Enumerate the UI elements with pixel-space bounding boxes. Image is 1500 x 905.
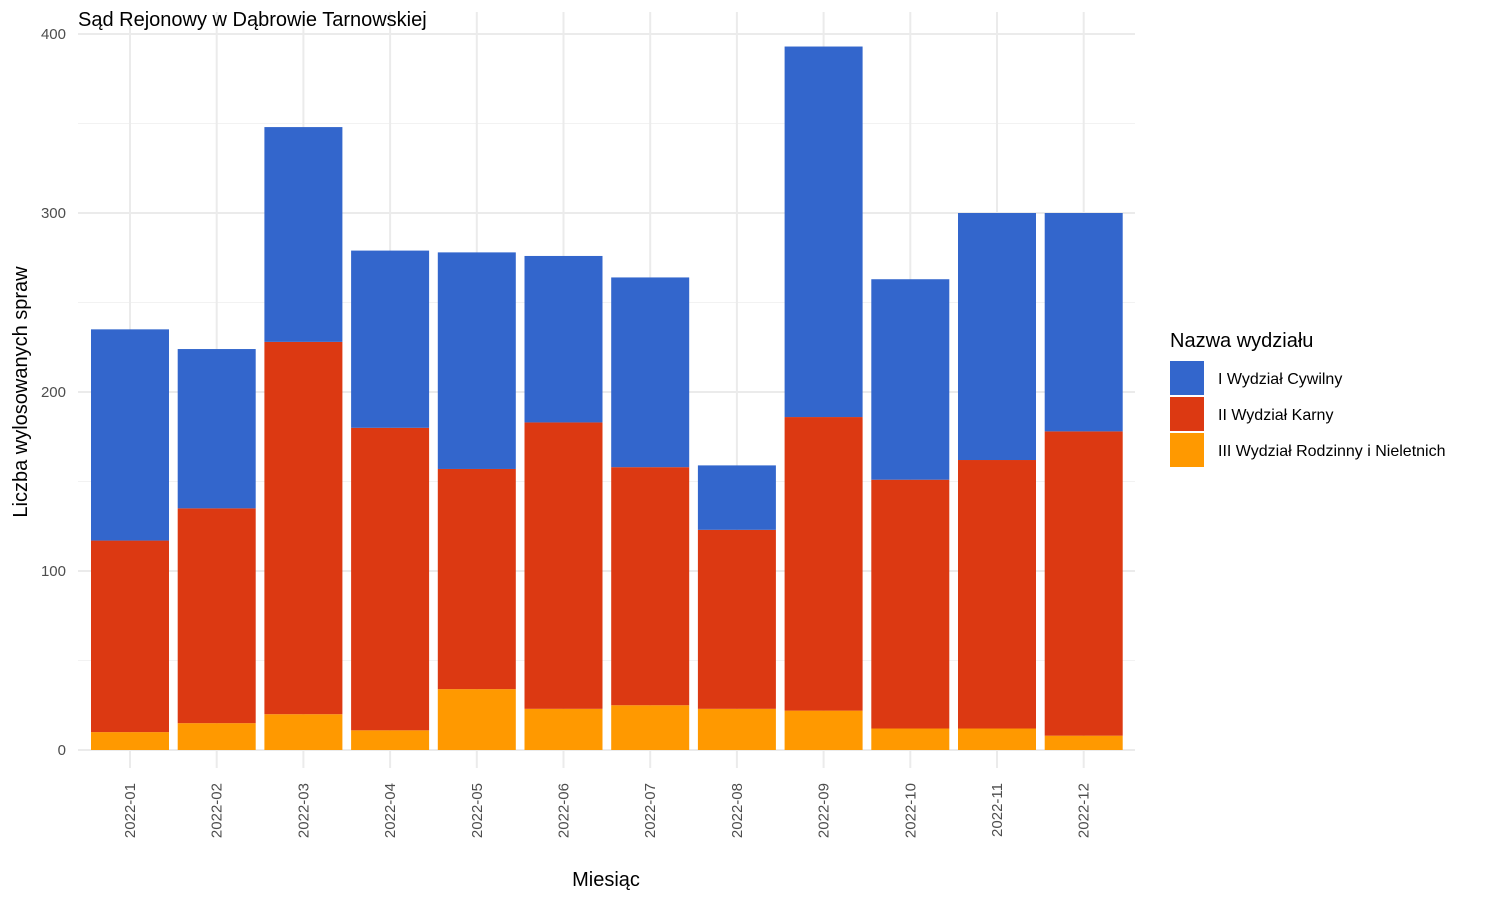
x-tick-label: 2022-12 (1076, 783, 1093, 838)
x-tick-label: 2022-11 (989, 783, 1006, 837)
legend: Nazwa wydziału I Wydział Cywilny II Wydzi… (1170, 330, 1446, 467)
bar-segment (524, 708, 603, 750)
bar-segment (91, 329, 169, 541)
bar-segment (437, 252, 516, 469)
bars (91, 46, 1123, 750)
legend-key (1170, 361, 1204, 395)
x-tick-label: 2022-06 (556, 783, 573, 838)
bar-segment (697, 465, 776, 530)
bar-segment (437, 689, 516, 750)
legend-key (1170, 433, 1204, 467)
legend-label: II Wydział Karny (1218, 407, 1333, 424)
bar-segment (611, 705, 690, 750)
bar-segment (784, 46, 863, 418)
bar-segment (177, 723, 256, 750)
bar-segment (611, 277, 690, 468)
y-tick-label: 0 (58, 742, 66, 759)
bar-segment (524, 255, 603, 423)
bar-segment (611, 467, 690, 706)
bar-segment (958, 213, 1036, 461)
bar-segment (1044, 213, 1123, 432)
y-axis-title: Liczba wylosowanych spraw (10, 266, 32, 518)
x-tick-label: 2022-07 (642, 783, 659, 838)
bar-segment (1044, 431, 1123, 736)
bar-segment (958, 728, 1036, 750)
bar-segment (784, 710, 863, 750)
bar-segment (524, 422, 603, 709)
x-tick-label: 2022-04 (382, 783, 399, 838)
x-tick-label: 2022-01 (122, 783, 139, 838)
x-axis-title: Miesiąc (572, 869, 640, 891)
bar-segment (264, 127, 343, 342)
bar-segment (91, 540, 169, 733)
y-tick-label: 300 (41, 205, 66, 222)
x-tick-label: 2022-09 (816, 783, 833, 838)
y-tick-label: 200 (41, 384, 66, 401)
legend-label: III Wydział Rodzinny i Nieletnich (1218, 443, 1446, 460)
bar-segment (351, 730, 430, 750)
x-tick-label: 2022-05 (469, 783, 486, 838)
bar-segment (958, 460, 1036, 729)
bar-segment (871, 728, 950, 750)
bar-segment (697, 529, 776, 709)
bar-segment (177, 349, 256, 509)
y-tick-label: 100 (41, 563, 66, 580)
bar-segment (177, 508, 256, 724)
bar-segment (437, 468, 516, 690)
y-tick-label: 400 (41, 26, 66, 43)
bar-segment (1044, 735, 1123, 750)
x-tick-label: 2022-03 (295, 783, 312, 838)
bar-segment (784, 417, 863, 711)
x-tick-label: 2022-02 (209, 783, 226, 838)
bar-segment (91, 732, 169, 750)
bar-segment (264, 714, 343, 750)
x-tick-label: 2022-10 (902, 783, 919, 838)
bar-segment (871, 479, 950, 729)
bar-segment (871, 279, 950, 480)
bar-segment (264, 341, 343, 715)
x-tick-label: 2022-08 (729, 783, 746, 838)
x-axis-ticks: 2022-01 2022-02 2022-03 2022-04 2022-05 2022-… (122, 783, 1093, 838)
chart-title: Sąd Rejonowy w Dąbrowie Tarnowskiej (78, 9, 427, 31)
legend-key (1170, 397, 1204, 431)
legend-title: Nazwa wydziału (1170, 330, 1313, 352)
legend-label: I Wydział Cywilny (1218, 371, 1342, 388)
bar-segment (697, 708, 776, 750)
y-axis-ticks: 0 100 200 300 400 (41, 26, 66, 759)
bar-segment (351, 427, 430, 731)
bar-segment (351, 250, 430, 428)
